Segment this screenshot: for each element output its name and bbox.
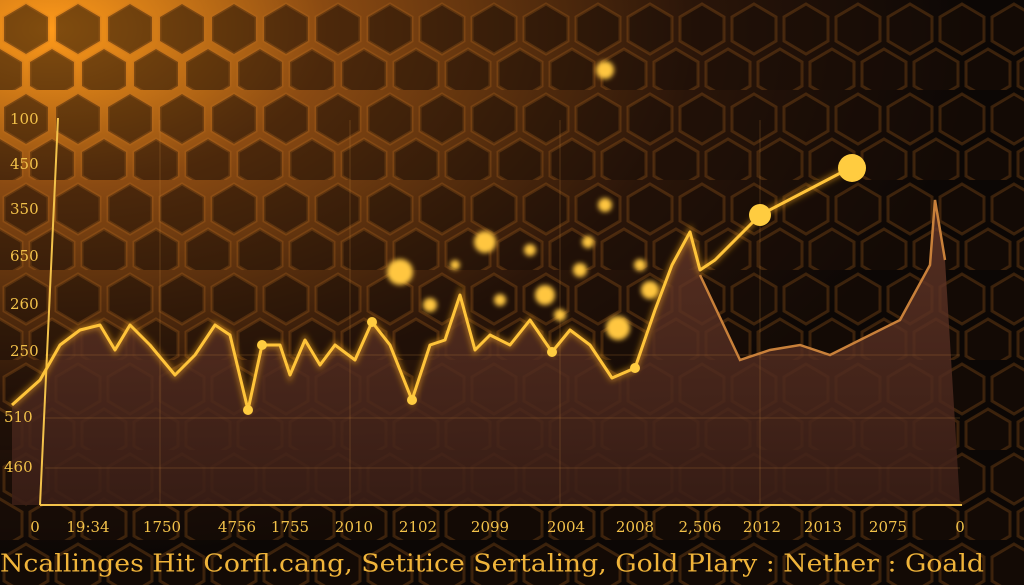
x-axis-label: 0 — [955, 518, 965, 536]
x-axis-label: 4756 — [218, 518, 256, 536]
area — [12, 200, 960, 505]
x-axis-label: 2013 — [804, 518, 842, 536]
y-axis — [39, 117, 59, 506]
x-axis-label: 19:34 — [66, 518, 109, 536]
y-axis-label: 100 — [10, 110, 39, 128]
y-axis-label: 650 — [10, 247, 39, 265]
glow-dots — [387, 61, 659, 340]
y-axis-label: 350 — [10, 200, 39, 218]
x-axis-label: 2099 — [471, 518, 509, 536]
line-points — [243, 154, 866, 415]
x-axis-label: 2102 — [399, 518, 437, 536]
y-axis-label: 260 — [10, 295, 39, 313]
x-axis-label: 0 — [30, 518, 40, 536]
y-axis-label: 460 — [4, 458, 33, 476]
y-axis-label: 450 — [10, 155, 39, 173]
x-axis-label: 2010 — [335, 518, 373, 536]
labels: 100 450 350 650 260 250 510 460 0 19:34 1750 4756 17… — [0, 110, 984, 578]
x-axis-label: 2,506 — [679, 518, 722, 536]
x-axis-label: 2075 — [869, 518, 907, 536]
line — [11, 166, 851, 412]
x-axis-label: 1755 — [271, 518, 309, 536]
y-axis-label: 250 — [10, 342, 39, 360]
x-axis-label: 2008 — [616, 518, 654, 536]
x-axis-label: 2004 — [547, 518, 585, 536]
caption: Ncallinges Hit Corfl.cang, Setitice Sert… — [0, 550, 984, 578]
x-axis-label: 2012 — [743, 518, 781, 536]
y-axis-label: 510 — [4, 408, 33, 426]
line-secondary — [698, 199, 947, 362]
x-axis-label: 1750 — [143, 518, 181, 536]
